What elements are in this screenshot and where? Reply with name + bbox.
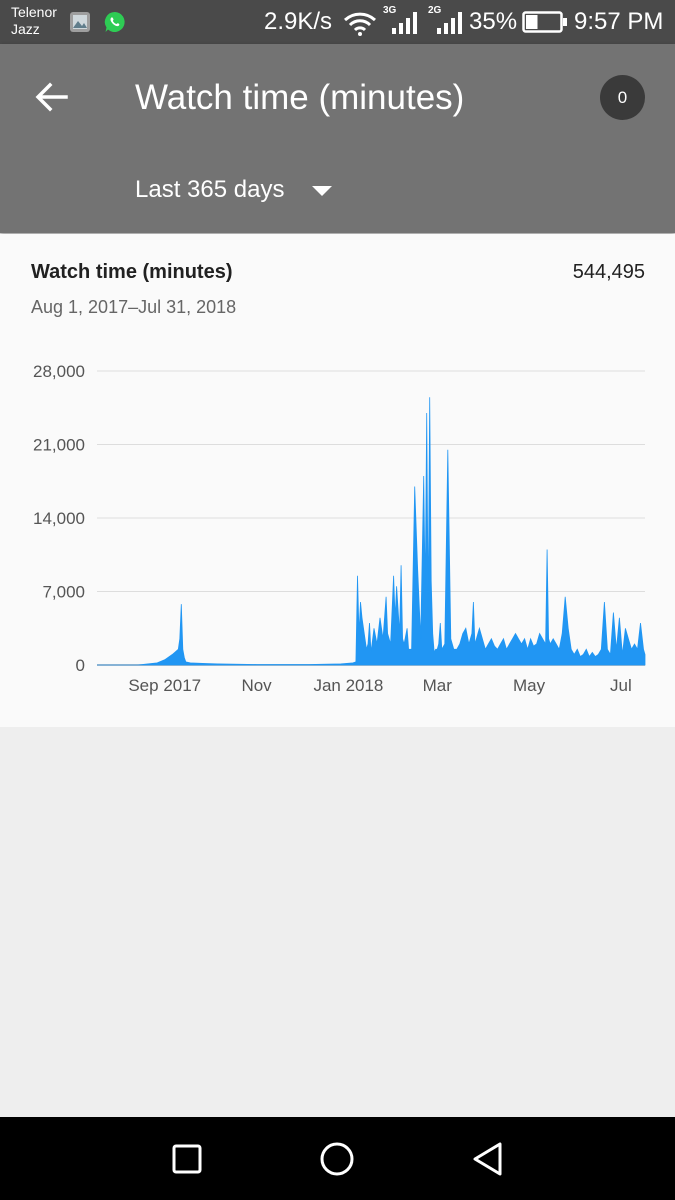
notification-badge[interactable]: 0 xyxy=(600,75,645,120)
circle-icon xyxy=(320,1142,354,1176)
x-tick-label: May xyxy=(513,676,546,695)
x-tick-label: Sep 2017 xyxy=(128,676,201,695)
back-arrow-button[interactable] xyxy=(28,74,74,120)
arrow-left-icon xyxy=(35,82,68,112)
watch-time-chart: 0 7,000 14,000 21,000 28,000 Sep 2017 Nov Jan 2… xyxy=(33,362,646,695)
metric-total: 544,495 xyxy=(572,261,645,283)
network-speed: 2.9K/s xyxy=(264,8,333,35)
network-type-3g: 3G xyxy=(383,5,397,16)
status-bar: Telenor Jazz 2.9K/s 3G 2G 35% 9:57 PM xyxy=(0,0,675,44)
battery-icon xyxy=(522,11,567,33)
metric-date-range: Aug 1, 2017–Jul 31, 2018 xyxy=(31,297,237,317)
series-area-0 xyxy=(97,397,646,666)
x-tick-label: Mar xyxy=(423,676,453,695)
metric-title: Watch time (minutes) xyxy=(31,261,233,283)
navigation-bar xyxy=(0,1117,675,1200)
dropdown-arrow-icon xyxy=(312,186,333,196)
app-bar: Watch time (minutes) 0 Last 365 days xyxy=(0,44,675,233)
x-tick-label: Jan 2018 xyxy=(313,676,383,695)
carrier-label: Telenor Jazz xyxy=(11,4,57,38)
clock: 9:57 PM xyxy=(574,8,664,35)
signal-icon xyxy=(392,12,417,34)
square-icon xyxy=(172,1144,202,1174)
wifi-icon xyxy=(343,12,377,36)
date-range-dropdown[interactable]: Last 365 days xyxy=(135,170,333,210)
whatsapp-icon xyxy=(104,11,125,32)
y-tick-label: 21,000 xyxy=(33,436,85,455)
metric-card: Watch time (minutes) 544,495 Aug 1, 2017… xyxy=(0,234,675,727)
signal-2-icon xyxy=(437,12,462,34)
network-type-2g: 2G xyxy=(428,5,442,16)
y-tick-label: 14,000 xyxy=(33,509,85,528)
home-button[interactable] xyxy=(315,1137,359,1181)
battery-percent: 35% xyxy=(469,8,518,35)
date-range-label: Last 365 days xyxy=(135,176,285,203)
page-title: Watch time (minutes) xyxy=(135,78,465,117)
gallery-icon xyxy=(70,12,90,32)
system-back-button[interactable] xyxy=(466,1137,510,1181)
carrier-line-1: Telenor xyxy=(11,4,57,20)
triangle-back-icon xyxy=(473,1142,502,1176)
recents-button[interactable] xyxy=(165,1137,209,1181)
y-tick-label: 7,000 xyxy=(42,583,85,602)
y-tick-label: 28,000 xyxy=(33,362,85,381)
x-tick-label: Nov xyxy=(241,676,272,695)
battery-fill xyxy=(526,15,538,29)
carrier-line-2: Jazz xyxy=(11,21,40,37)
y-tick-label: 0 xyxy=(76,656,85,675)
x-tick-label: Jul xyxy=(610,676,632,695)
